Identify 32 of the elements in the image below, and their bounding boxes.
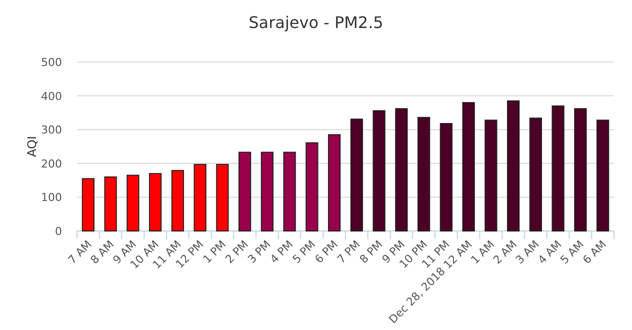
bar xyxy=(171,170,184,232)
y-tick-label: 300 xyxy=(41,124,62,137)
bar xyxy=(126,174,140,232)
bar xyxy=(552,105,564,232)
y-axis-title: AQI xyxy=(25,136,39,157)
bar xyxy=(440,123,453,232)
bar xyxy=(350,118,364,232)
bar xyxy=(104,176,117,232)
y-tick-label: 200 xyxy=(41,157,62,170)
bar xyxy=(574,108,587,232)
bar xyxy=(417,116,430,232)
y-tick-label: 0 xyxy=(55,225,62,238)
bar xyxy=(484,120,498,232)
bar xyxy=(194,164,206,232)
y-tick-label: 500 xyxy=(41,56,62,69)
bar xyxy=(462,102,475,232)
bar xyxy=(596,120,610,232)
y-tick-label: 100 xyxy=(41,191,62,204)
bar xyxy=(238,152,252,232)
bar xyxy=(216,164,229,232)
bar xyxy=(148,173,162,232)
bar xyxy=(529,118,542,232)
bar xyxy=(372,110,386,232)
bar xyxy=(283,152,296,232)
bar xyxy=(506,100,520,232)
bar xyxy=(395,108,408,232)
y-tick-label: 400 xyxy=(41,90,62,103)
bar xyxy=(260,152,274,232)
bar xyxy=(328,134,341,232)
bar xyxy=(306,142,318,232)
chart-title: Sarajevo - PM2.5 xyxy=(248,13,384,32)
bar xyxy=(82,178,95,232)
